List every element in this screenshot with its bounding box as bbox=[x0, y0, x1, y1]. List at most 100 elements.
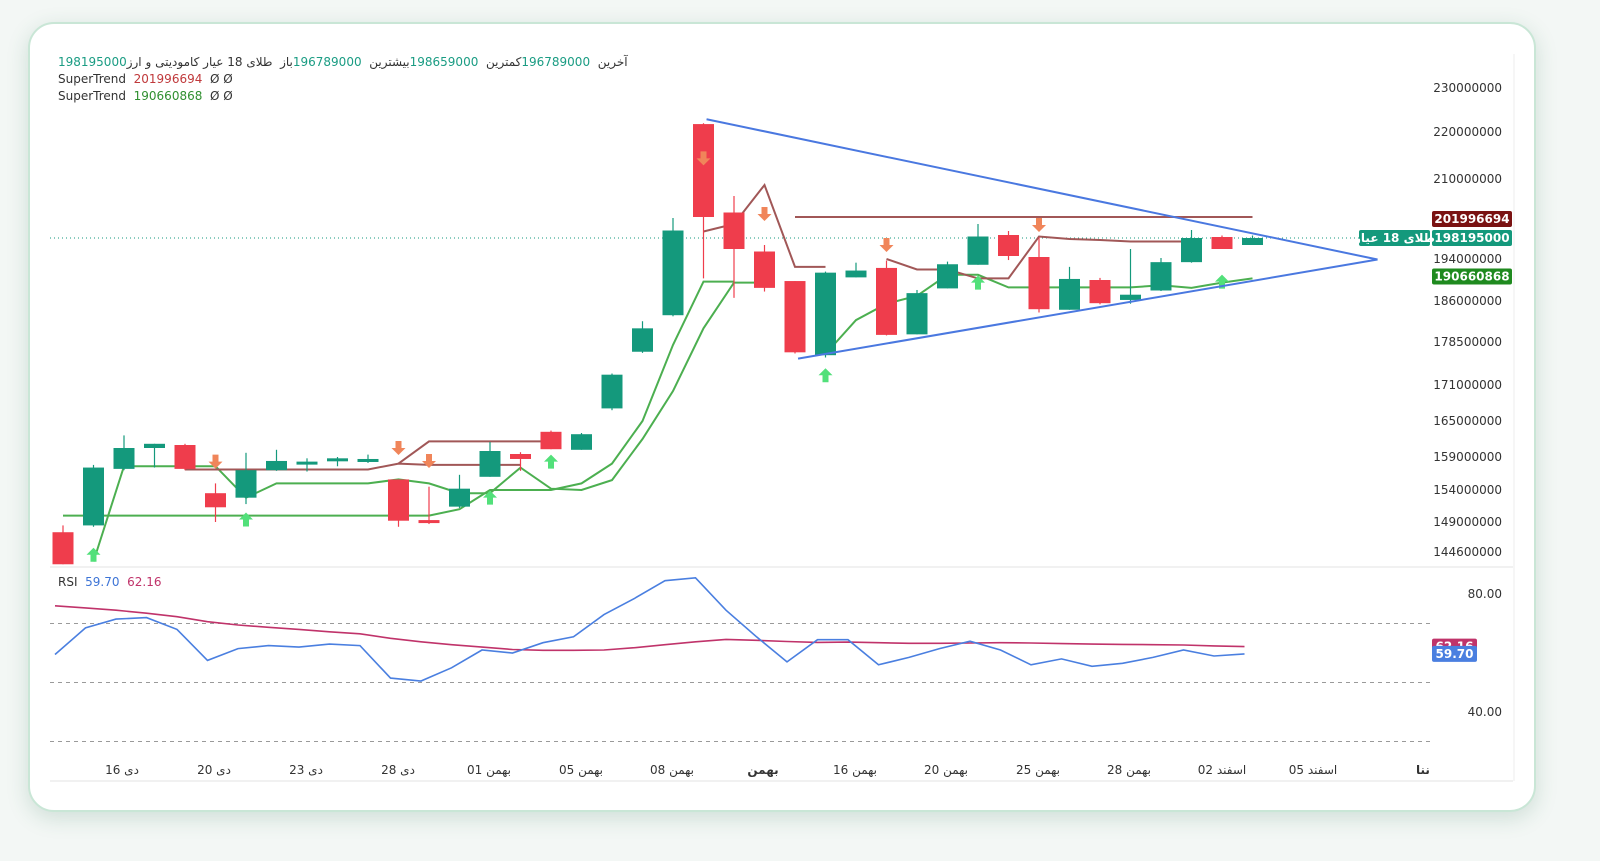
price-tick-label: 154000000 bbox=[1433, 483, 1502, 497]
candle-body bbox=[418, 520, 440, 524]
sell-signal-arrow bbox=[757, 207, 772, 221]
time-tick-label: 01 بهمن bbox=[467, 763, 511, 778]
candle-body bbox=[144, 443, 165, 448]
badge-last-price: 198195000 bbox=[1432, 230, 1512, 247]
candle-body bbox=[174, 445, 196, 469]
candle-body bbox=[967, 236, 989, 265]
ohlc-legend: 198195000 آخرین 196789000کمترین 198659000… bbox=[58, 54, 628, 71]
time-tick-label: 16 دی bbox=[105, 763, 139, 777]
st1-value: 201996694 bbox=[133, 72, 203, 86]
supertrend-red-line-1 bbox=[185, 462, 521, 471]
candle-body bbox=[52, 532, 74, 565]
buy-signal-arrow bbox=[818, 368, 833, 383]
rsi-ma-line bbox=[54, 605, 1245, 652]
buy-signal-arrow bbox=[483, 490, 497, 505]
price-tick-label: 194000000 bbox=[1433, 252, 1502, 266]
price-tick-label: 230000000 bbox=[1433, 81, 1502, 95]
badge-symbol-name-bg bbox=[1359, 230, 1430, 247]
price-tick-label: 210000000 bbox=[1433, 172, 1502, 186]
candle-body bbox=[540, 431, 562, 450]
time-axis: 16 دی 20 دی 23 دی 28 دی 01 بهمن 05 بهمن 08 بهم… bbox=[105, 763, 1430, 778]
candle-body bbox=[235, 470, 257, 498]
rsi-legend[interactable]: RSI 59.70 62.16 bbox=[58, 575, 162, 589]
candle-body bbox=[754, 251, 775, 288]
badge-rsi-bg bbox=[1432, 645, 1477, 662]
time-tick-label: 05 اسفند bbox=[1289, 763, 1337, 777]
candle-body bbox=[357, 458, 379, 462]
candle-body bbox=[876, 267, 897, 335]
candle-body bbox=[662, 230, 684, 316]
time-tick-label: بهمن bbox=[747, 763, 778, 777]
candle-body bbox=[479, 451, 501, 477]
candle-body bbox=[601, 374, 623, 409]
badge-last-price-text: 198195000 bbox=[1434, 231, 1509, 245]
supertrend-red-line-2 bbox=[397, 440, 551, 465]
candle-body bbox=[723, 212, 745, 249]
time-tick-label: ننا bbox=[1416, 763, 1430, 777]
candles bbox=[52, 123, 1263, 565]
badge-supertrend-red: 201996694 bbox=[1432, 211, 1512, 228]
price-tick-label: 149000000 bbox=[1433, 515, 1502, 529]
sell-signal-arrow bbox=[1032, 218, 1046, 232]
rsi-pane: 80.00 40.00 bbox=[50, 576, 1502, 742]
candle-body bbox=[296, 461, 318, 465]
rsi-tick-label: 80.00 bbox=[1468, 587, 1502, 601]
badge-last-price-bg bbox=[1432, 230, 1512, 247]
sell-signal-arrow bbox=[879, 238, 894, 252]
high-value: 198659000 bbox=[409, 55, 479, 69]
sell-signal-arrow bbox=[208, 454, 223, 469]
candle-body bbox=[1242, 238, 1263, 245]
badge-supertrend-red-bg bbox=[1432, 211, 1512, 228]
candle-body bbox=[815, 272, 836, 356]
candle-body bbox=[1211, 237, 1233, 249]
rsi-ma-value: 62.16 bbox=[127, 575, 162, 589]
buy-signal-arrow bbox=[1215, 274, 1229, 289]
candle-body bbox=[693, 124, 714, 217]
st2-flags: Ø Ø bbox=[210, 89, 233, 103]
price-tick-label: 186000000 bbox=[1433, 294, 1502, 308]
candle-body bbox=[632, 328, 653, 352]
time-tick-label: 25 بهمن bbox=[1016, 763, 1060, 778]
high-label: بیشترین bbox=[369, 55, 410, 69]
badge-supertrend-green-bg bbox=[1432, 268, 1512, 285]
candle-body bbox=[327, 458, 348, 462]
rsi-tick-label: 40.00 bbox=[1468, 705, 1502, 719]
buy-signal-arrow bbox=[544, 454, 558, 469]
time-tick-label: 16 بهمن bbox=[833, 763, 877, 778]
candle-body bbox=[571, 434, 592, 450]
badge-supertrend-red-text: 201996694 bbox=[1434, 212, 1509, 226]
candle-body bbox=[906, 293, 928, 335]
candle-body bbox=[998, 235, 1019, 256]
price-tick-label: 220000000 bbox=[1433, 125, 1502, 139]
st2-name: SuperTrend bbox=[58, 89, 126, 103]
candle-body bbox=[937, 264, 958, 289]
price-tick-label: 165000000 bbox=[1433, 414, 1502, 428]
triangle-lower-line bbox=[797, 258, 1378, 360]
supertrend-legend-2[interactable]: SuperTrend 190660868 Ø Ø bbox=[58, 88, 233, 105]
candle-body bbox=[83, 467, 104, 526]
supertrend-legend-1[interactable]: SuperTrend 201996694 Ø Ø bbox=[58, 71, 233, 88]
sell-signal-arrow bbox=[422, 453, 436, 468]
time-tick-label: 20 بهمن bbox=[924, 763, 968, 778]
price-tick-label: 144600000 bbox=[1433, 545, 1502, 559]
candle-body bbox=[266, 460, 287, 471]
price-tick-label: 178500000 bbox=[1433, 335, 1502, 349]
buy-signal-arrow bbox=[86, 547, 101, 562]
candle-body bbox=[113, 448, 135, 469]
candle-body bbox=[449, 488, 470, 507]
low-value: 196789000 bbox=[521, 55, 591, 69]
close-label: آخرین bbox=[597, 55, 628, 69]
badge-supertrend-green: 190660868 bbox=[1432, 268, 1512, 285]
badge-rsi: 59.70 bbox=[1432, 645, 1477, 662]
candle-body bbox=[510, 454, 531, 459]
time-tick-label: 28 بهمن bbox=[1107, 763, 1151, 778]
time-tick-label: 20 دی bbox=[197, 763, 231, 777]
open-label: باز bbox=[280, 55, 293, 69]
badge-symbol-name: طلای 18 عیار bbox=[1353, 230, 1435, 247]
price-chart[interactable]: 230000000 220000000 210000000 194000000 1860… bbox=[30, 24, 1536, 812]
badge-symbol-name-text: طلای 18 عیار bbox=[1353, 231, 1435, 245]
candle-body bbox=[1150, 262, 1172, 291]
candle-body bbox=[1181, 238, 1202, 263]
rsi-line bbox=[54, 576, 1245, 682]
buy-signal-arrow bbox=[239, 512, 253, 527]
